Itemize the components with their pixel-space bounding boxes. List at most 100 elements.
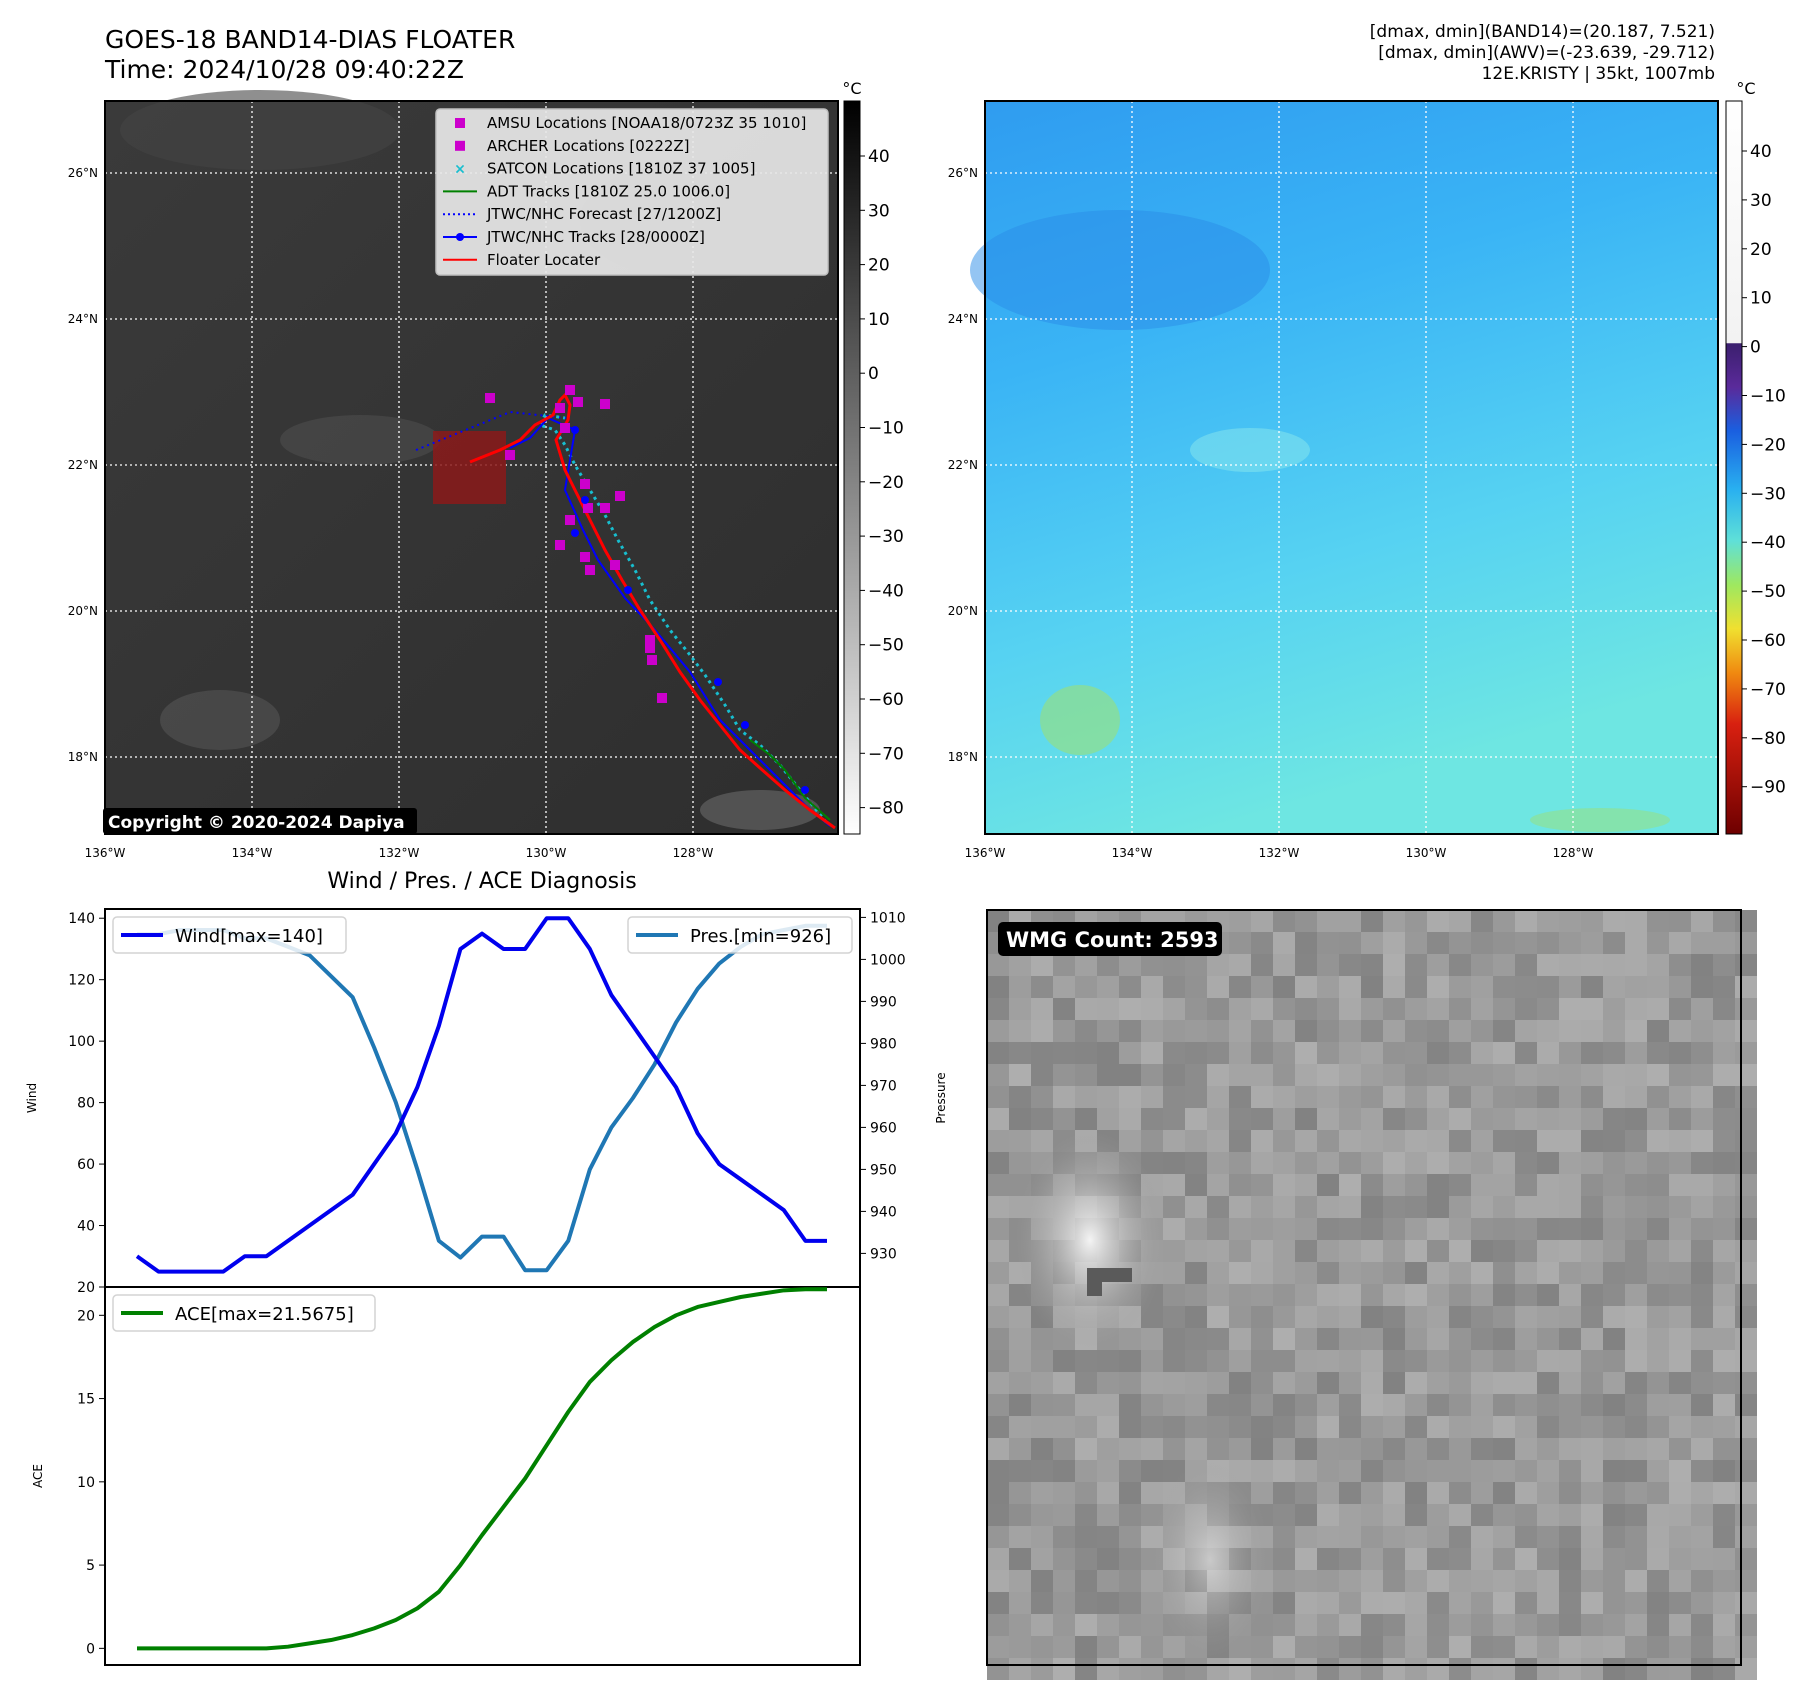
wmg-pixel xyxy=(1603,1548,1625,1570)
wmg-pixel xyxy=(1119,1020,1141,1042)
legend-square-marker xyxy=(455,118,465,128)
wmg-pixel xyxy=(1515,1504,1537,1526)
wmg-pixel xyxy=(1581,954,1603,976)
wmg-pixel xyxy=(1713,932,1735,954)
wmg-pixel xyxy=(1625,1372,1647,1394)
wv-texture xyxy=(970,210,1270,330)
wmg-pixel xyxy=(1471,1196,1493,1218)
map-lon-tick-label: 136°W xyxy=(965,846,1006,860)
wmg-pixel xyxy=(1163,1152,1185,1174)
wmg-pixel xyxy=(1471,1658,1493,1680)
wmg-pixel xyxy=(1053,1570,1075,1592)
wmg-pixel xyxy=(1669,1350,1691,1372)
wmg-pixel xyxy=(1735,1284,1757,1306)
wmg-pixel xyxy=(1185,1130,1207,1152)
wmg-pixel xyxy=(1185,1350,1207,1372)
wmg-pixel xyxy=(987,1460,1009,1482)
wmg-pixel xyxy=(1713,1152,1735,1174)
wmg-pixel xyxy=(1405,1328,1427,1350)
wmg-pixel xyxy=(1339,1328,1361,1350)
wmg-pixel xyxy=(1383,1328,1405,1350)
wmg-pixel xyxy=(1075,1438,1097,1460)
wmg-pixel xyxy=(1559,1086,1581,1108)
wmg-pixel xyxy=(1603,1240,1625,1262)
wmg-pixel xyxy=(1559,910,1581,932)
wmg-pixel xyxy=(1383,1372,1405,1394)
wmg-pixel xyxy=(1559,1284,1581,1306)
wmg-pixel xyxy=(1713,1460,1735,1482)
wmg-pixel xyxy=(1537,1218,1559,1240)
wmg-pixel xyxy=(1713,1086,1735,1108)
wmg-pixel xyxy=(1603,1504,1625,1526)
wmg-pixel xyxy=(1669,1592,1691,1614)
wmg-pixel xyxy=(1537,1042,1559,1064)
wmg-pixel xyxy=(1009,1438,1031,1460)
wmg-pixel xyxy=(1317,1240,1339,1262)
wmg-pixel xyxy=(1735,1064,1757,1086)
amsu-marker xyxy=(560,423,570,433)
wmg-pixel xyxy=(1647,1174,1669,1196)
wmg-pixel xyxy=(1449,1152,1471,1174)
wmg-pixel xyxy=(1009,1614,1031,1636)
wmg-pixel xyxy=(1339,932,1361,954)
legend-x-marker: × xyxy=(454,162,466,178)
wmg-pixel xyxy=(1361,1350,1383,1372)
wmg-pixel xyxy=(1669,1416,1691,1438)
wmg-pixel xyxy=(1427,1328,1449,1350)
wmg-pixel xyxy=(1141,1064,1163,1086)
wmg-pixel xyxy=(1581,1658,1603,1680)
wmg-pixel xyxy=(1229,1350,1251,1372)
wmg-pixel xyxy=(1427,1592,1449,1614)
wmg-pixel xyxy=(1603,910,1625,932)
wmg-pixel xyxy=(1031,1592,1053,1614)
wmg-pixel xyxy=(1493,1372,1515,1394)
wmg-pixel xyxy=(1449,1592,1471,1614)
wmg-pixel xyxy=(1251,1438,1273,1460)
ir-cloud-texture xyxy=(120,90,400,170)
wmg-pixel xyxy=(1427,954,1449,976)
wmg-pixel xyxy=(1493,1196,1515,1218)
wmg-pixel xyxy=(1251,1262,1273,1284)
wmg-pixel xyxy=(1273,1064,1295,1086)
colorbar-tick-label: −50 xyxy=(1750,582,1786,602)
wmg-pixel xyxy=(1163,976,1185,998)
wmg-pixel xyxy=(1471,1218,1493,1240)
wmg-pixel xyxy=(1515,954,1537,976)
wmg-pixel xyxy=(1713,1482,1735,1504)
wmg-pixel xyxy=(1119,954,1141,976)
wmg-pixel xyxy=(1735,1328,1757,1350)
wmg-pixel xyxy=(1185,998,1207,1020)
wmg-pixel xyxy=(1185,1416,1207,1438)
wmg-pixel xyxy=(1273,1636,1295,1658)
wmg-pixel xyxy=(1581,1592,1603,1614)
wmg-pixel xyxy=(1471,1438,1493,1460)
legend-square-marker xyxy=(455,140,465,151)
wmg-pixel xyxy=(1031,1614,1053,1636)
wmg-pixel xyxy=(1273,910,1295,932)
colorbar-tick-label: −20 xyxy=(868,473,904,493)
wmg-pixel xyxy=(1515,998,1537,1020)
map-lon-tick-label: 136°W xyxy=(85,846,126,860)
wmg-pixel xyxy=(1603,1284,1625,1306)
wmg-pixel xyxy=(1713,1372,1735,1394)
wmg-pixel xyxy=(1383,1064,1405,1086)
wmg-pixel xyxy=(1537,1306,1559,1328)
wmg-pixel xyxy=(1009,1350,1031,1372)
wmg-pixel xyxy=(1295,1570,1317,1592)
wmg-pixel xyxy=(1163,1306,1185,1328)
pressure-legend-label: Pres.[min=926] xyxy=(690,926,831,947)
wmg-pixel xyxy=(1471,1394,1493,1416)
wmg-pixel xyxy=(1273,1328,1295,1350)
wmg-pixel xyxy=(1713,1438,1735,1460)
wmg-pixel xyxy=(1405,1570,1427,1592)
wmg-pixel xyxy=(1405,1262,1427,1284)
wmg-pixel xyxy=(1625,1020,1647,1042)
wmg-pixel xyxy=(1053,1020,1075,1042)
wmg-pixel xyxy=(1317,1394,1339,1416)
wmg-pixel xyxy=(1405,1438,1427,1460)
wmg-pixel xyxy=(1647,1240,1669,1262)
wmg-pixel xyxy=(1119,1350,1141,1372)
wmg-pixel xyxy=(1361,910,1383,932)
wmg-pixel xyxy=(1009,1460,1031,1482)
wmg-pixel xyxy=(1559,1042,1581,1064)
